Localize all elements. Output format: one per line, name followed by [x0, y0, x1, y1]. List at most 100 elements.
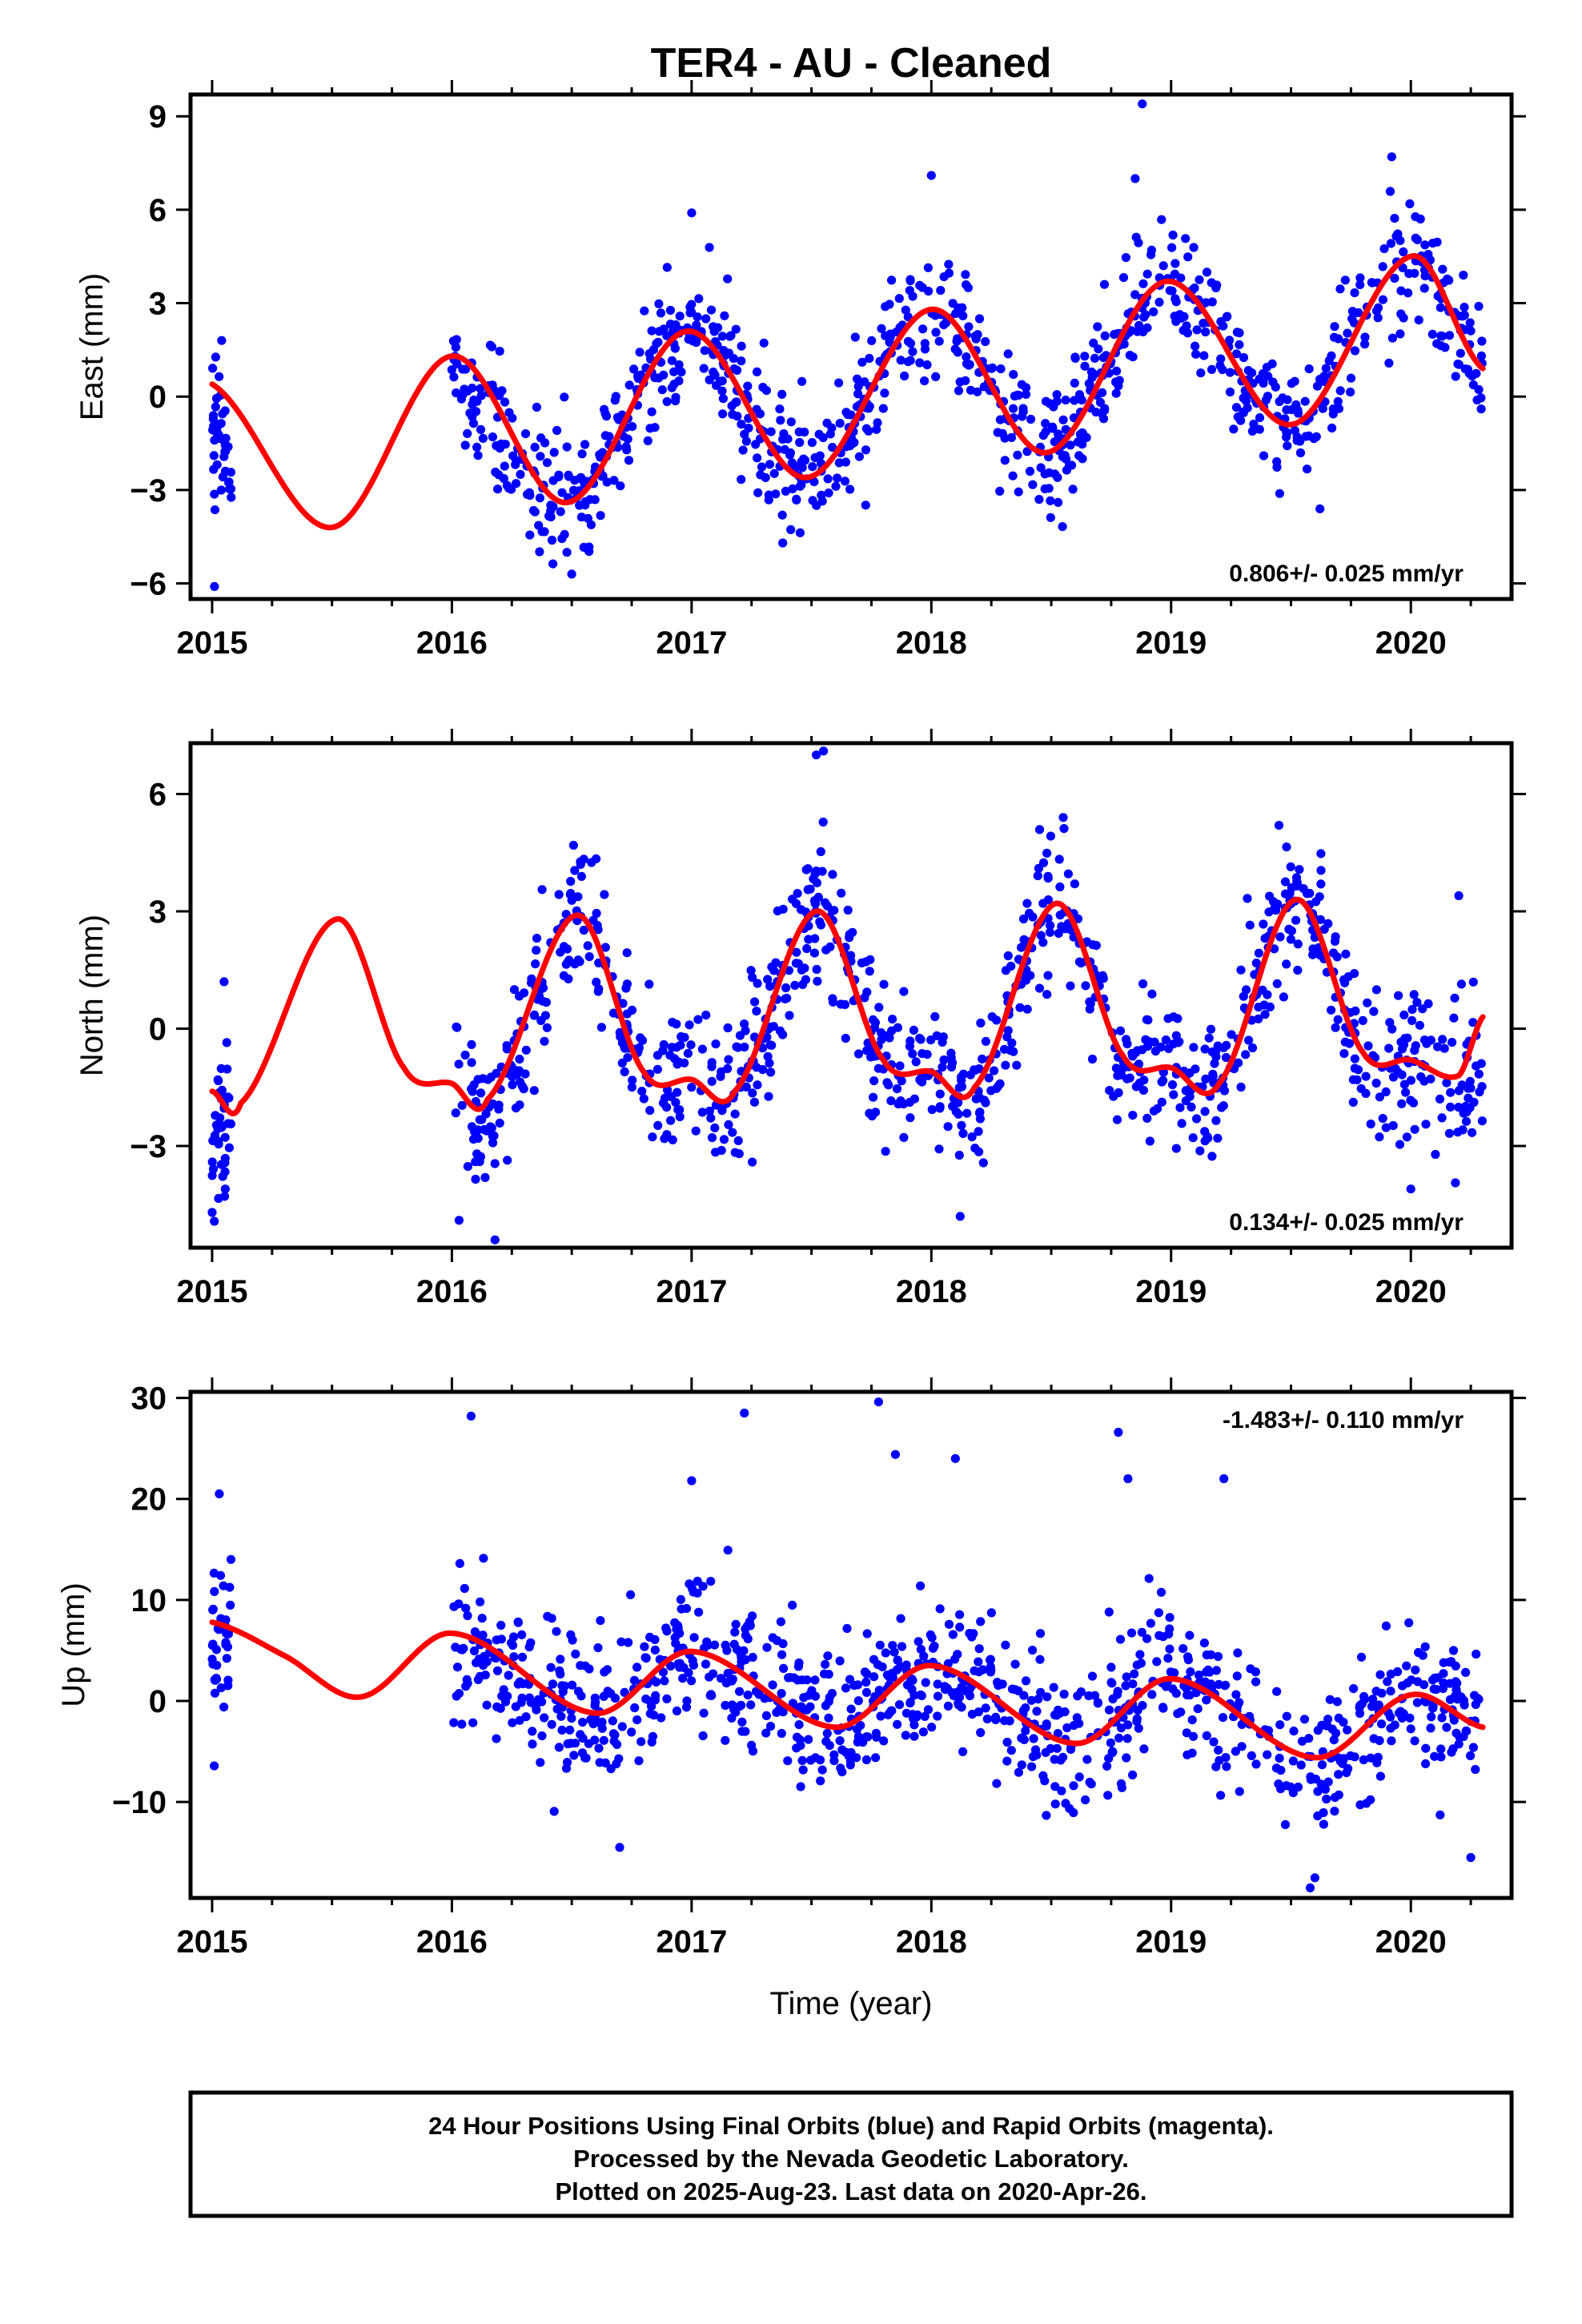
data-point: [559, 942, 569, 951]
data-point: [1322, 1794, 1331, 1804]
data-point: [566, 889, 576, 899]
data-point: [592, 854, 601, 863]
data-point: [1125, 1073, 1134, 1083]
data-point: [763, 1051, 773, 1061]
data-point: [1139, 1744, 1149, 1754]
data-point: [1459, 271, 1468, 280]
data-point: [1295, 865, 1304, 875]
data-point: [1296, 1760, 1306, 1770]
data-point: [1233, 412, 1243, 422]
data-point: [633, 373, 643, 384]
data-point: [1050, 1782, 1060, 1791]
data-point: [922, 360, 932, 370]
data-point: [617, 1722, 627, 1731]
data-point: [463, 1610, 472, 1621]
data-point: [812, 964, 821, 975]
data-point: [592, 977, 601, 987]
data-point: [577, 449, 587, 459]
data-point: [1288, 1788, 1298, 1798]
data-point: [861, 424, 871, 433]
data-point: [777, 1650, 787, 1659]
data-point: [1106, 1663, 1116, 1672]
data-point: [1350, 1063, 1359, 1073]
data-point: [807, 438, 817, 448]
data-point: [508, 1718, 517, 1727]
data-point: [1282, 1711, 1291, 1721]
data-point: [1451, 372, 1460, 381]
data-point: [1339, 1717, 1348, 1727]
data-point: [492, 1666, 503, 1675]
footer-line-3: Plotted on 2025-Aug-23. Last data on 202…: [555, 2177, 1146, 2205]
data-point: [1192, 325, 1202, 335]
data-point: [221, 447, 231, 456]
data-point: [1003, 951, 1013, 961]
data-point: [600, 1758, 610, 1767]
data-point: [1122, 1734, 1132, 1743]
data-point: [1066, 981, 1075, 991]
data-point: [1041, 1747, 1050, 1757]
data-point: [1058, 522, 1067, 532]
data-point: [757, 462, 767, 472]
data-point: [602, 477, 612, 487]
data-point: [1282, 432, 1291, 442]
data-point: [1395, 1707, 1405, 1716]
data-point: [861, 1677, 871, 1687]
data-point: [817, 490, 826, 500]
data-point: [599, 1735, 608, 1745]
data-point: [1247, 426, 1257, 436]
data-point: [761, 1728, 771, 1738]
data-point: [1216, 1791, 1226, 1800]
data-point: [1115, 1026, 1126, 1035]
data-point: [869, 1092, 878, 1102]
data-point: [1408, 1098, 1419, 1108]
data-point: [1113, 1687, 1122, 1696]
data-point: [885, 1708, 894, 1718]
data-point: [683, 1048, 693, 1058]
data-point: [1414, 1647, 1423, 1658]
data-point: [1041, 427, 1050, 436]
data-point: [1014, 1686, 1023, 1695]
data-point: [548, 1679, 558, 1689]
data-point: [463, 1162, 473, 1172]
data-point: [1069, 1781, 1078, 1791]
data-point: [449, 372, 459, 382]
data-point: [1438, 264, 1447, 274]
data-point: [680, 1032, 689, 1042]
data-point: [1293, 965, 1303, 975]
data-point: [1026, 414, 1036, 424]
data-point: [943, 1122, 953, 1132]
data-point: [1134, 1059, 1144, 1069]
data-point: [515, 1677, 524, 1687]
data-point: [842, 1623, 852, 1634]
data-point: [1087, 1054, 1098, 1064]
data-point: [653, 1120, 663, 1130]
data-point: [916, 1035, 926, 1044]
data-point: [1019, 935, 1029, 944]
data-point: [1414, 316, 1423, 325]
data-point: [1232, 1671, 1242, 1681]
data-point: [948, 1630, 958, 1639]
data-point: [477, 1614, 487, 1623]
data-point: [1363, 1041, 1373, 1051]
data-point: [909, 1094, 919, 1104]
data-point: [1200, 1044, 1210, 1054]
data-point: [721, 1679, 732, 1688]
x-tick-label: 2016: [416, 1274, 488, 1309]
data-point: [1436, 1752, 1446, 1762]
data-point: [1081, 1795, 1090, 1805]
data-point: [948, 299, 958, 308]
data-point: [209, 451, 219, 460]
data-point: [624, 380, 634, 390]
data-point: [685, 1020, 694, 1030]
data-point: [915, 1075, 925, 1084]
data-point: [1168, 1684, 1178, 1694]
data-point: [461, 1682, 471, 1691]
data-point: [743, 381, 753, 391]
data-point: [515, 1100, 524, 1110]
data-point: [1115, 1634, 1126, 1644]
data-point: [220, 1184, 230, 1194]
data-point: [1435, 1810, 1445, 1819]
data-point: [775, 1026, 785, 1035]
data-point: [472, 1658, 481, 1667]
data-point: [645, 1709, 655, 1719]
